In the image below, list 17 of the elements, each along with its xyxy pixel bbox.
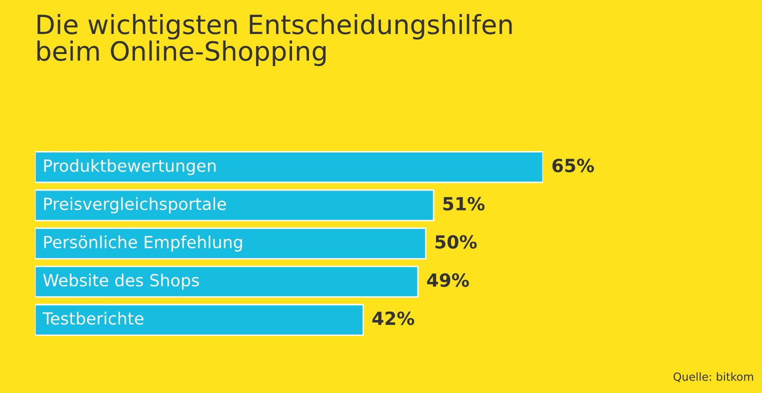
y-tick-label: Preisvergleichsportale [44,197,226,214]
y-tick-label: Produktbewertungen [44,159,216,176]
y-tick-label: Testberichte [42,312,144,325]
data-label: 49% [427,273,469,287]
bar [35,228,426,260]
chart-title: Die wichtigsten Entscheidungshilfen beim Online-Shopping [37,14,512,66]
source-note: Quelle: bitkom [674,372,754,382]
data-label: 51% [443,196,485,211]
bar [35,151,543,184]
bar [35,266,419,298]
bar [35,304,364,336]
y-tick-label: Persönliche Empfehlung [44,235,242,252]
data-label: 42% [372,311,414,326]
data-label: 65% [552,158,594,172]
bar [35,189,434,222]
data-label: 50% [435,235,477,249]
y-tick-label: Website des Shops [43,274,199,290]
